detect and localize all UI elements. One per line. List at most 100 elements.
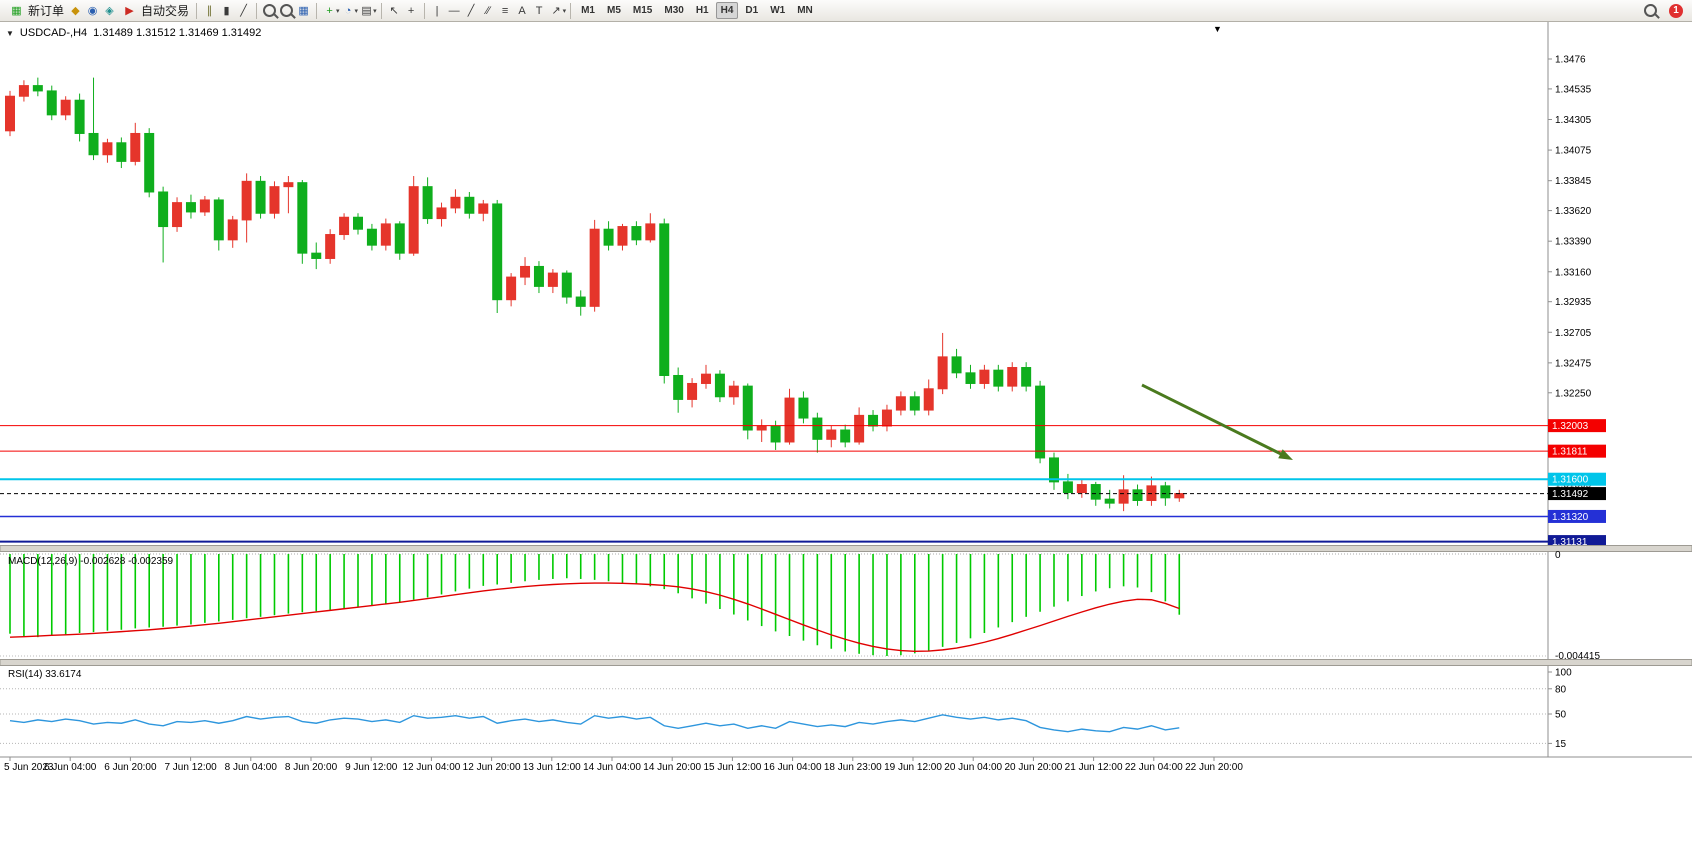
svg-text:1.32475: 1.32475: [1555, 358, 1592, 369]
notification-badge[interactable]: 1: [1669, 3, 1683, 18]
svg-text:18 Jun 23:00: 18 Jun 23:00: [824, 762, 882, 773]
indicators-caret-icon[interactable]: ▾: [336, 7, 340, 15]
svg-text:14 Jun 04:00: 14 Jun 04:00: [583, 762, 641, 773]
periods-clock-icon[interactable]: ◔: [344, 4, 352, 17]
toolbar: ▦ 新订单 ◆ ◉ ◈ ▶ 自动交易 ∥ ▮ ╱ ▦ + ▾ ◔ ▾ ▤ ▾ ↖…: [0, 0, 1692, 22]
timeframe-h1-button[interactable]: H1: [695, 5, 709, 16]
svg-text:15: 15: [1555, 739, 1567, 750]
svg-text:80: 80: [1555, 684, 1567, 695]
templates-caret-icon[interactable]: ▾: [373, 7, 377, 15]
new-chart-icon[interactable]: ◆: [71, 4, 80, 17]
toolbar-separator: [570, 2, 572, 19]
periods-caret-icon[interactable]: ▾: [354, 7, 359, 15]
templates-icon[interactable]: ▤: [361, 4, 372, 17]
svg-text:7 Jun 12:00: 7 Jun 12:00: [164, 762, 217, 773]
arrows-tool-icon[interactable]: ↗: [551, 4, 561, 17]
toolbar-separator: [196, 2, 198, 19]
cursor-icon[interactable]: ↖: [389, 4, 399, 17]
macd-signal-line: [9, 582, 1180, 652]
vertical-line-tool-icon[interactable]: |: [435, 4, 439, 17]
rsi-value: 33.6174: [45, 669, 82, 680]
autotrade-button[interactable]: ▶ 自动交易: [118, 1, 192, 20]
level-lines[interactable]: 1.32003 1.31811 1.31600 1.31492 1.31320 1.311…: [0, 419, 1606, 549]
collapse-icon[interactable]: ▼: [6, 28, 14, 38]
text-tool-icon[interactable]: A: [518, 4, 526, 17]
horizontal-line-tool-icon[interactable]: —: [448, 4, 460, 17]
svg-text:1.3476: 1.3476: [1555, 55, 1586, 66]
profiles-icon[interactable]: ◉: [87, 4, 98, 17]
svg-text:12 Jun 20:00: 12 Jun 20:00: [463, 762, 521, 773]
timeframe-m30-button[interactable]: M30: [664, 5, 684, 16]
svg-text:-0.004415: -0.004415: [1555, 651, 1600, 662]
timeframe-m15-button[interactable]: M15: [632, 5, 653, 16]
svg-text:1.33390: 1.33390: [1555, 237, 1592, 248]
timeframe-m1-button[interactable]: M1: [581, 5, 595, 16]
trend-arrow-annotation[interactable]: [1141, 383, 1293, 460]
toolbar-separator: [256, 2, 258, 19]
crosshair-icon[interactable]: +: [407, 4, 415, 17]
toolbar-separator: [316, 2, 318, 19]
autotrade-label: 自动交易: [141, 4, 190, 18]
timeframe-w1-button[interactable]: W1: [770, 5, 786, 16]
bar-chart-icon[interactable]: ∥: [206, 4, 213, 17]
timeframe-m5-button[interactable]: M5: [607, 5, 621, 16]
rsi-indicator-label: RSI(14) 33.6174: [8, 669, 81, 680]
toolbar-separator: [380, 2, 382, 19]
indicators-icon[interactable]: +: [326, 4, 333, 17]
svg-text:100: 100: [1555, 668, 1572, 679]
svg-text:6 Jun 04:00: 6 Jun 04:00: [44, 762, 97, 773]
svg-text:1.32935: 1.32935: [1555, 297, 1592, 308]
timeframe-h4-button[interactable]: H4: [715, 2, 739, 19]
svg-text:1.33845: 1.33845: [1555, 176, 1592, 187]
macd-panel: 0 -0.004415: [0, 550, 1600, 662]
svg-text:20 Jun 20:00: 20 Jun 20:00: [1004, 762, 1062, 773]
new-order-icon: ▦: [11, 4, 22, 17]
price-tag-1.31811: [1548, 444, 1606, 458]
panel-separator[interactable]: [0, 659, 1692, 666]
line-chart-icon[interactable]: ╱: [240, 4, 247, 17]
panel-separator[interactable]: [0, 545, 1692, 552]
svg-text:13 Jun 12:00: 13 Jun 12:00: [523, 762, 581, 773]
search-icon[interactable]: [1642, 3, 1659, 19]
macd-signal-value: -0.002359: [128, 556, 174, 567]
rsi-line: [9, 714, 1180, 733]
candlestick-chart-icon[interactable]: ▮: [223, 4, 230, 17]
trendline-tool-icon[interactable]: ╱: [467, 4, 475, 17]
svg-text:1.33620: 1.33620: [1555, 206, 1592, 217]
svg-text:1.31492: 1.31492: [1552, 489, 1589, 500]
macd-value: -0.002628: [80, 556, 126, 567]
zoom-out-icon[interactable]: [278, 3, 295, 19]
svg-text:1.34075: 1.34075: [1555, 146, 1592, 157]
zoom-in-icon[interactable]: [261, 3, 278, 19]
svg-text:1.32705: 1.32705: [1555, 328, 1592, 339]
svg-text:14 Jun 20:00: 14 Jun 20:00: [643, 762, 701, 773]
svg-text:1.31811: 1.31811: [1552, 447, 1588, 458]
support-icon[interactable]: ◈: [105, 4, 114, 17]
rsi-name: RSI(14): [8, 669, 43, 680]
svg-text:8 Jun 20:00: 8 Jun 20:00: [285, 762, 338, 773]
new-order-button[interactable]: ▦ 新订单: [5, 1, 67, 20]
svg-text:19 Jun 12:00: 19 Jun 12:00: [884, 762, 942, 773]
fibonacci-tool-icon[interactable]: ≡: [501, 4, 509, 17]
zoom-in-glass: [263, 4, 277, 17]
svg-text:1.31600: 1.31600: [1552, 475, 1589, 486]
svg-text:1.34535: 1.34535: [1555, 84, 1592, 95]
arrows-caret-icon[interactable]: ▾: [562, 7, 567, 15]
svg-text:6 Jun 20:00: 6 Jun 20:00: [104, 762, 157, 773]
svg-text:1.31131: 1.31131: [1552, 537, 1588, 548]
text-label-tool-icon[interactable]: T: [535, 4, 543, 17]
channel-tool-icon[interactable]: ∕∕: [486, 4, 490, 17]
svg-text:1.34305: 1.34305: [1555, 115, 1592, 126]
zoom-out-glass: [280, 4, 294, 17]
svg-text:1.33160: 1.33160: [1555, 267, 1592, 278]
tile-windows-icon[interactable]: ▦: [298, 4, 309, 17]
chart-shift-marker-icon[interactable]: ▼: [1213, 24, 1222, 34]
timeframe-mn-button[interactable]: MN: [797, 5, 813, 16]
svg-text:21 Jun 12:00: 21 Jun 12:00: [1065, 762, 1123, 773]
timeframe-d1-button[interactable]: D1: [745, 5, 759, 16]
chart-title-row: ▼ USDCAD-,H4 1.31489 1.31512 1.31469 1.3…: [6, 27, 261, 39]
svg-text:15 Jun 12:00: 15 Jun 12:00: [703, 762, 761, 773]
